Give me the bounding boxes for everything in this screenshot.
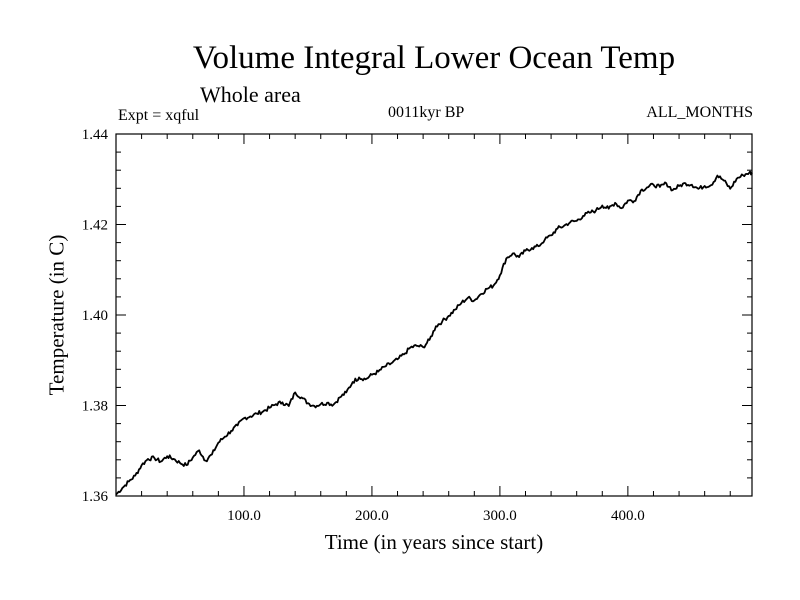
x-axis-label: Time (in years since start)	[324, 530, 544, 554]
axis-ticks	[116, 134, 752, 496]
chart-title: Volume Integral Lower Ocean Temp	[192, 40, 676, 76]
temperature-series-line	[115, 170, 753, 496]
x-tick-label: 300.0	[483, 508, 517, 524]
y-tick-label: 1.36	[82, 489, 109, 505]
y-tick-label: 1.38	[82, 399, 108, 415]
y-tick-label: 1.44	[82, 127, 109, 143]
months-label: ALL_MONTHS	[646, 104, 753, 121]
chart-subtitle: Whole area	[200, 82, 301, 107]
plot-frame	[115, 133, 753, 497]
y-tick-label: 1.40	[82, 308, 108, 324]
period-label: 0011kyr BP	[388, 104, 465, 121]
tick-labels: 100.0 200.0 300.0 400.0 1.36 1.38 1.40 1.42 1.44	[82, 127, 645, 524]
experiment-label: Expt = xqful	[118, 107, 200, 124]
x-tick-label: 400.0	[611, 508, 645, 524]
x-tick-label: 100.0	[227, 508, 261, 524]
x-tick-label: 200.0	[355, 508, 389, 524]
y-tick-label: 1.42	[82, 218, 108, 234]
